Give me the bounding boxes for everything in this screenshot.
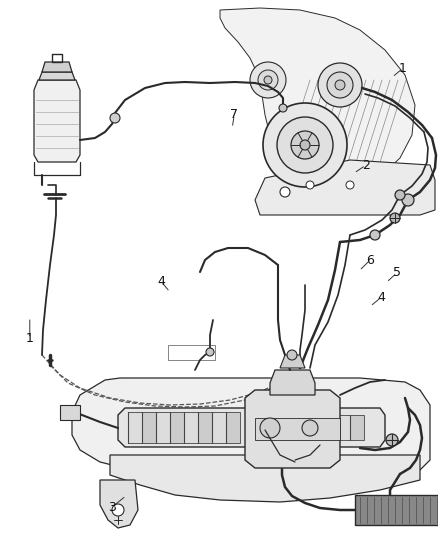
- Text: 1: 1: [399, 62, 407, 75]
- Polygon shape: [156, 412, 170, 443]
- Circle shape: [277, 117, 333, 173]
- Text: 7: 7: [230, 108, 238, 121]
- Circle shape: [395, 190, 405, 200]
- Polygon shape: [280, 415, 294, 440]
- Polygon shape: [110, 455, 420, 502]
- Circle shape: [263, 103, 347, 187]
- Polygon shape: [198, 412, 212, 443]
- Polygon shape: [255, 418, 340, 440]
- Polygon shape: [142, 412, 156, 443]
- Polygon shape: [184, 412, 198, 443]
- Polygon shape: [226, 412, 240, 443]
- Circle shape: [206, 348, 214, 356]
- Polygon shape: [322, 415, 336, 440]
- Text: 1: 1: [26, 332, 34, 345]
- Polygon shape: [245, 390, 340, 468]
- Circle shape: [250, 62, 286, 98]
- Polygon shape: [220, 8, 415, 185]
- Polygon shape: [60, 405, 80, 420]
- Circle shape: [302, 420, 318, 436]
- Polygon shape: [34, 80, 80, 162]
- Circle shape: [327, 72, 353, 98]
- Circle shape: [264, 76, 272, 84]
- Polygon shape: [42, 62, 72, 72]
- Circle shape: [318, 63, 362, 107]
- Circle shape: [110, 113, 120, 123]
- Circle shape: [291, 131, 319, 159]
- Polygon shape: [212, 412, 226, 443]
- Polygon shape: [128, 412, 142, 443]
- Text: 5: 5: [393, 266, 401, 279]
- Polygon shape: [118, 408, 385, 447]
- Circle shape: [390, 213, 400, 223]
- Circle shape: [260, 418, 280, 438]
- Text: 4: 4: [157, 275, 165, 288]
- Circle shape: [280, 187, 290, 197]
- Circle shape: [287, 350, 297, 360]
- Polygon shape: [308, 415, 322, 440]
- Circle shape: [258, 70, 278, 90]
- Circle shape: [346, 181, 354, 189]
- Text: 3: 3: [108, 501, 116, 514]
- Circle shape: [112, 504, 124, 516]
- Polygon shape: [255, 160, 435, 215]
- Polygon shape: [280, 355, 305, 368]
- Text: 4: 4: [377, 291, 385, 304]
- Circle shape: [386, 434, 398, 446]
- Polygon shape: [72, 378, 430, 478]
- Circle shape: [279, 104, 287, 112]
- Text: 6: 6: [366, 254, 374, 266]
- Circle shape: [402, 194, 414, 206]
- Polygon shape: [336, 415, 350, 440]
- Polygon shape: [100, 480, 138, 528]
- Polygon shape: [355, 495, 438, 525]
- Circle shape: [335, 80, 345, 90]
- Polygon shape: [39, 72, 75, 80]
- Polygon shape: [270, 370, 315, 395]
- Polygon shape: [170, 412, 184, 443]
- Text: 2: 2: [362, 159, 370, 172]
- Polygon shape: [294, 415, 308, 440]
- Polygon shape: [350, 415, 364, 440]
- Circle shape: [306, 181, 314, 189]
- Circle shape: [300, 140, 310, 150]
- Circle shape: [370, 230, 380, 240]
